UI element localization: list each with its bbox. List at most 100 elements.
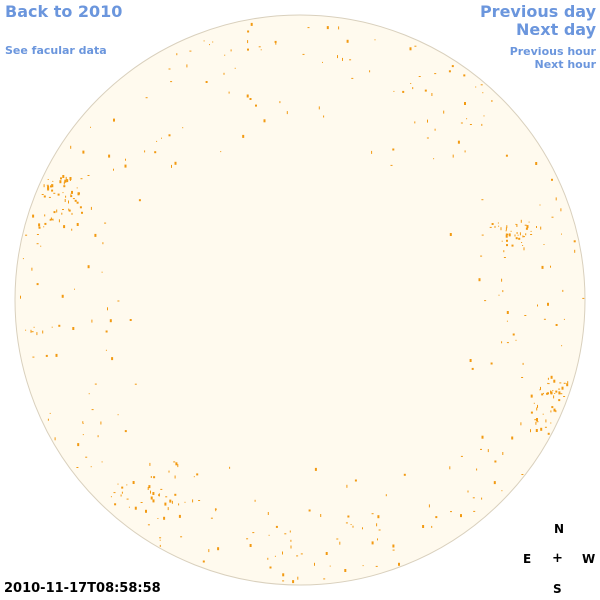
compass-center-icon: + [552,551,563,566]
facular-speck [81,211,83,214]
facular-speck [82,423,84,424]
facular-speck [168,134,171,137]
facular-speck [60,177,62,180]
facular-speck [541,393,544,396]
facular-speck [47,179,49,180]
facular-speck [464,102,466,105]
facular-speck [171,500,173,504]
facular-speck [208,549,210,553]
facular-speck [352,525,354,528]
facular-speck [254,499,256,502]
facular-speck [314,467,317,471]
facular-speck [540,427,543,431]
see-facular-data-link[interactable]: See facular data [5,44,107,57]
facular-speck [522,235,524,238]
facular-speck [182,127,184,129]
facular-speck [347,515,350,518]
facular-speck [82,150,85,154]
facular-speck [547,432,550,435]
facular-speck [62,209,64,210]
back-to-year-link[interactable]: Back to 2010 [5,2,123,21]
facular-speck [418,76,421,77]
facular-speck [537,304,538,307]
facular-speck [325,552,328,555]
facular-speck [409,47,412,51]
facular-speck [282,580,285,582]
facular-speck [148,485,151,489]
solar-disk [14,14,586,586]
facular-speck [539,389,541,391]
facular-speck [543,318,546,320]
facular-speck [443,110,445,114]
facular-speck [250,22,253,26]
facular-speck [308,509,311,512]
facular-speck [220,151,222,153]
facular-speck [555,197,557,201]
facular-speck [431,525,433,528]
facular-speck [176,53,178,56]
facular-speck [543,392,544,394]
facular-speck [506,225,508,229]
facular-speck [371,513,374,515]
facular-speck [170,81,173,83]
facular-speck [467,490,469,493]
facular-speck [42,330,44,334]
facular-speck [68,209,71,212]
facular-speck [54,437,56,441]
facular-speck [530,429,531,433]
facular-speck [551,178,553,181]
facular-speck [36,283,39,286]
facular-speck [263,119,266,123]
facular-speck [545,419,547,423]
facular-speck [158,493,160,497]
facular-speck [159,539,161,541]
facular-speck [63,225,66,229]
facular-speck [36,243,39,245]
facular-speck [449,233,452,236]
facular-speck [51,189,54,192]
facular-speck [503,250,505,253]
facular-speck [558,399,561,402]
facular-speck [192,499,194,503]
facular-speck [520,422,522,426]
facular-speck [249,98,252,100]
facular-speck [536,421,539,423]
facular-speck [534,419,537,421]
facular-speck [547,392,549,395]
facular-speck [490,362,493,365]
facular-speck [167,507,169,511]
facular-speck [535,421,537,425]
next-hour-link[interactable]: Next hour [534,58,597,71]
facular-speck [336,538,339,540]
previous-hour-link[interactable]: Previous hour [509,45,596,58]
next-day-link[interactable]: Next day [516,20,596,39]
facular-speck [547,377,549,380]
previous-day-link[interactable]: Previous day [479,2,596,21]
facular-speck [62,175,65,178]
facular-speck [300,553,303,555]
facular-speck [323,115,325,118]
facular-speck [260,49,262,51]
facular-speck [51,184,53,185]
facular-speck [540,226,542,230]
facular-speck [121,486,124,489]
facular-speck [484,300,487,302]
facular-speck [536,407,538,411]
facular-speck [521,474,524,475]
facular-speck [482,92,484,94]
facular-speck [522,362,524,365]
facular-speck [489,226,492,228]
facular-speck [117,300,120,302]
facular-speck [74,288,75,290]
facular-speck [97,435,99,438]
facular-speck [158,494,160,497]
facular-speck [292,580,295,584]
facular-speck [94,233,97,237]
facular-speck [31,267,33,271]
facular-speck [428,504,430,508]
facular-speck [267,557,269,560]
facular-speck [518,237,521,240]
facular-speck [506,311,509,314]
facular-speck [543,244,545,245]
facular-speck [371,541,374,545]
